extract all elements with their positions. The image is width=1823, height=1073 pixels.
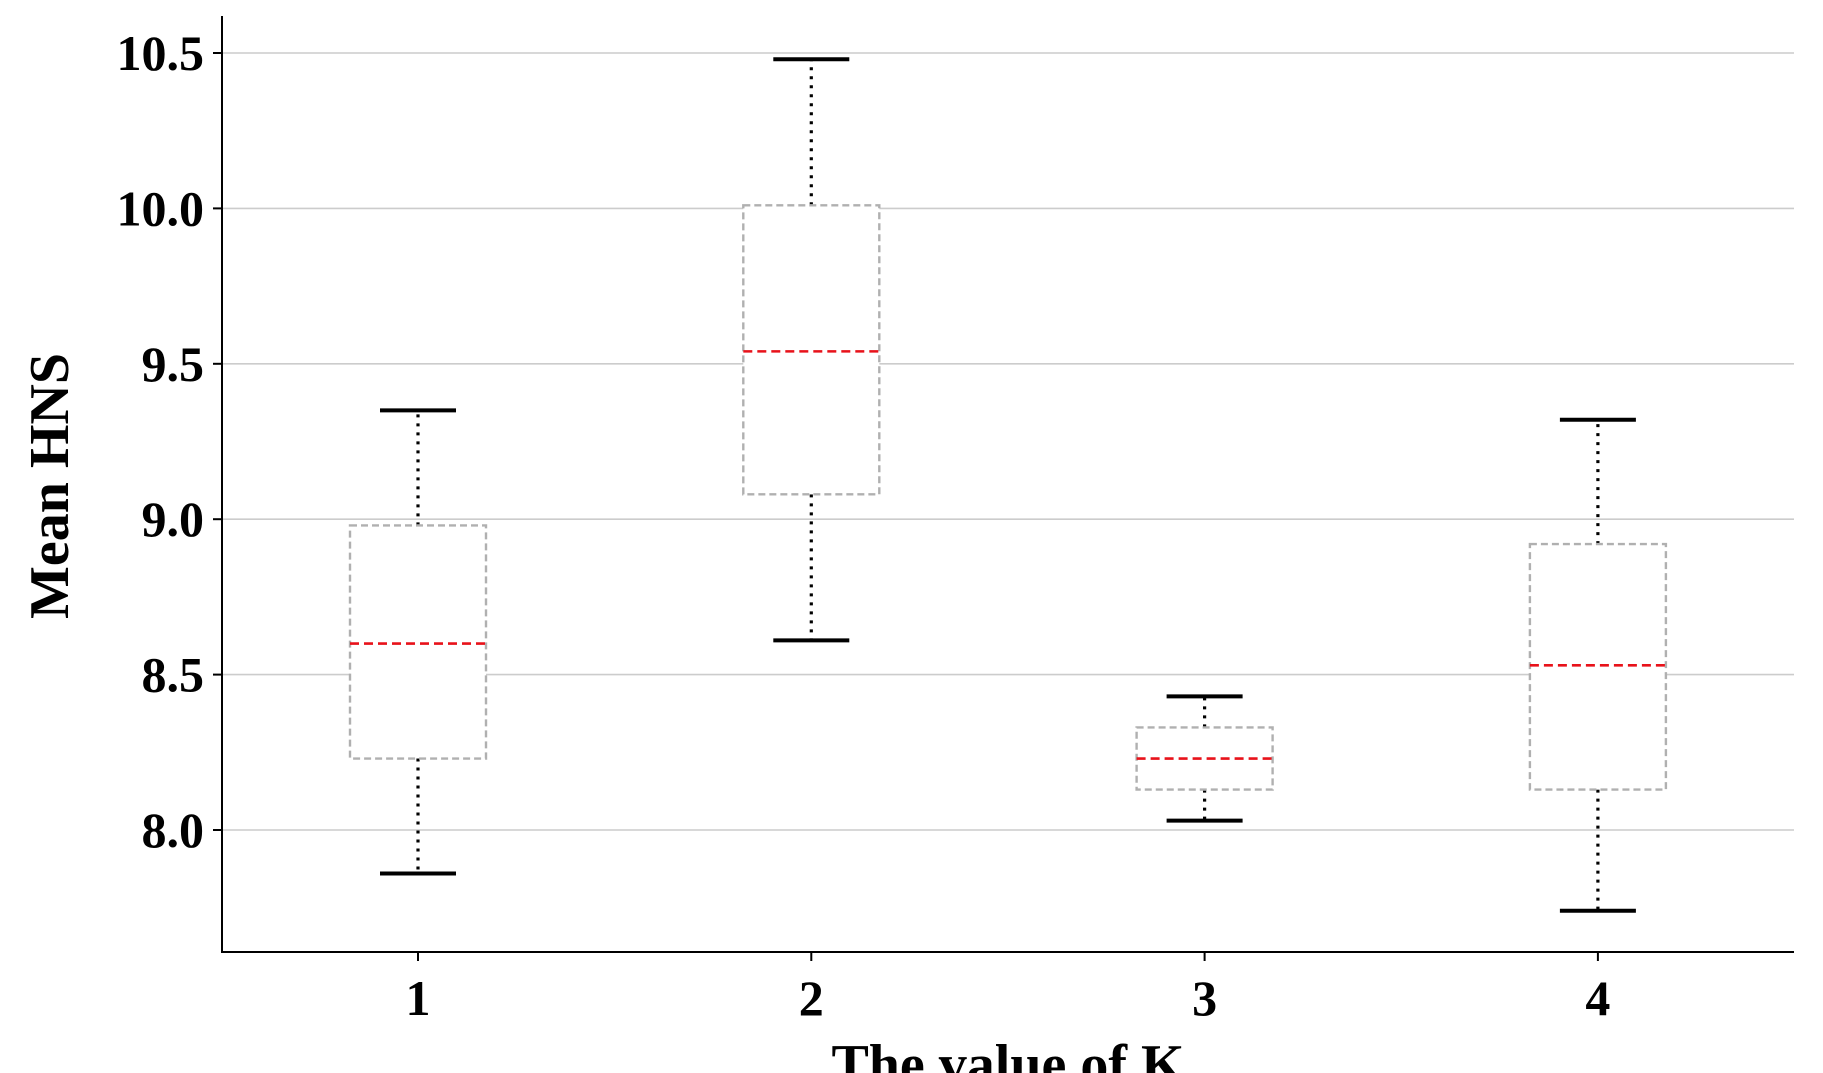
y-tick-label: 10.0 (117, 180, 205, 236)
x-tick-label: 2 (799, 970, 824, 1026)
iqr-box (742, 204, 881, 496)
x-axis-title: The value of K (831, 1034, 1185, 1073)
x-tick-label: 3 (1192, 970, 1217, 1026)
y-axis-title: Mean HNS (19, 353, 81, 619)
x-tick-label: 1 (406, 970, 431, 1026)
box-group-k3 (1135, 694, 1274, 823)
y-tick-label: 9.5 (142, 336, 205, 392)
boxes (348, 57, 1668, 913)
y-ticks: 8.0 8.5 9.0 9.5 10.0 10.5 (117, 25, 222, 858)
y-tick-label: 9.0 (142, 491, 205, 547)
box-group-k2 (742, 57, 881, 643)
y-tick-label: 8.5 (142, 647, 205, 703)
y-tick-label: 8.0 (142, 802, 205, 858)
box-group-k1 (348, 408, 488, 876)
box-group-k4 (1528, 417, 1668, 913)
x-ticks: 1 2 3 4 (406, 952, 1610, 1026)
y-tick-label: 10.5 (117, 25, 205, 81)
x-tick-label: 4 (1585, 970, 1610, 1026)
iqr-box (1528, 542, 1668, 791)
axes (221, 16, 1794, 953)
iqr-box (348, 524, 488, 760)
